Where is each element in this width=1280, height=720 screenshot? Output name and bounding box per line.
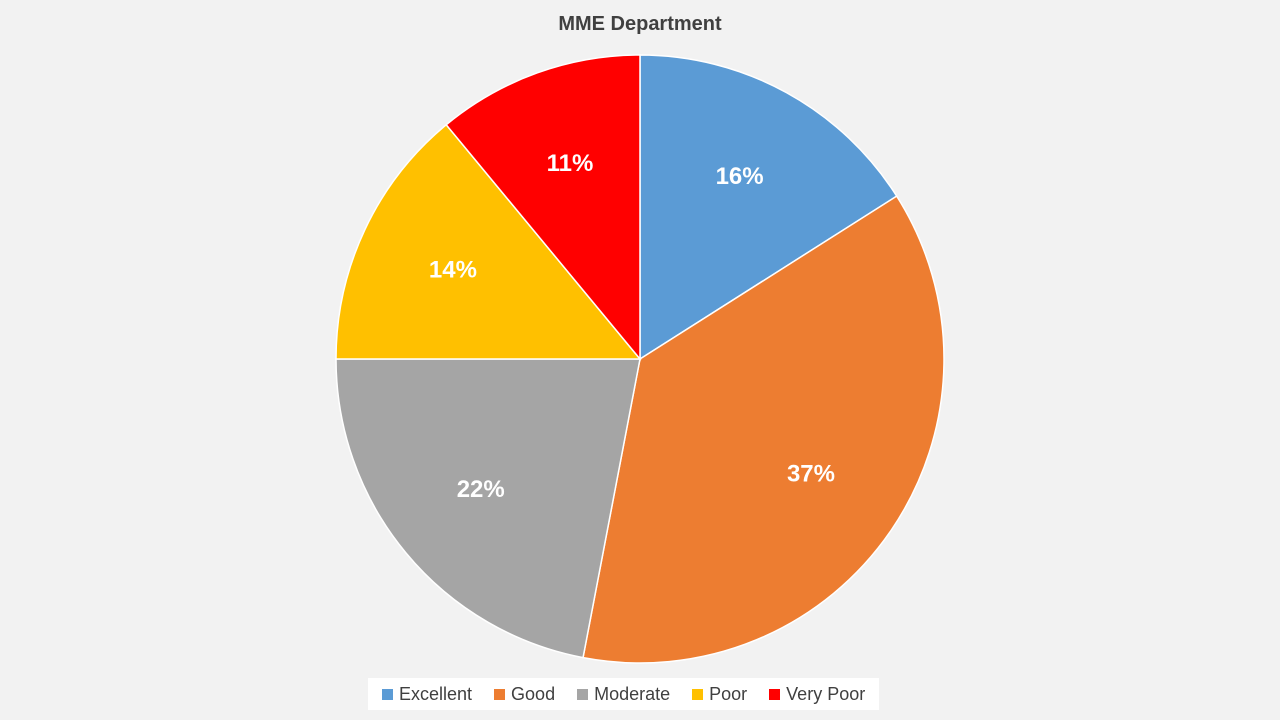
legend-swatch xyxy=(494,688,506,700)
legend-swatch xyxy=(769,688,781,700)
legend-item-moderate: Moderate xyxy=(577,684,670,705)
legend-item-very-poor: Very Poor xyxy=(769,684,865,705)
slice-excellent xyxy=(639,54,898,361)
legend-item-excellent: Excellent xyxy=(382,684,472,705)
legend-item-good: Good xyxy=(494,684,555,705)
legend-swatch xyxy=(692,688,704,700)
legend: Excellent Good Moderate Poor Very Poor xyxy=(368,678,880,710)
data-label: 14% xyxy=(429,256,477,283)
chart-title: MME Department xyxy=(558,13,722,35)
data-label: 22% xyxy=(457,476,505,503)
legend-label: Good xyxy=(511,683,556,704)
legend-swatch xyxy=(577,688,589,700)
legend-label: Excellent xyxy=(399,683,473,704)
slice-very-poor xyxy=(445,54,641,362)
legend-swatch xyxy=(382,688,393,700)
data-label: 37% xyxy=(787,461,835,488)
data-label: 11% xyxy=(547,150,594,177)
legend-item-poor: Poor xyxy=(692,684,747,705)
data-label: 16% xyxy=(716,163,764,190)
legend-label: Moderate xyxy=(594,683,671,704)
slice-moderate xyxy=(335,358,641,659)
legend-label: Very Poor xyxy=(786,683,866,704)
slice-poor xyxy=(335,123,642,360)
legend-label: Poor xyxy=(709,683,748,704)
slice-good xyxy=(582,195,945,664)
